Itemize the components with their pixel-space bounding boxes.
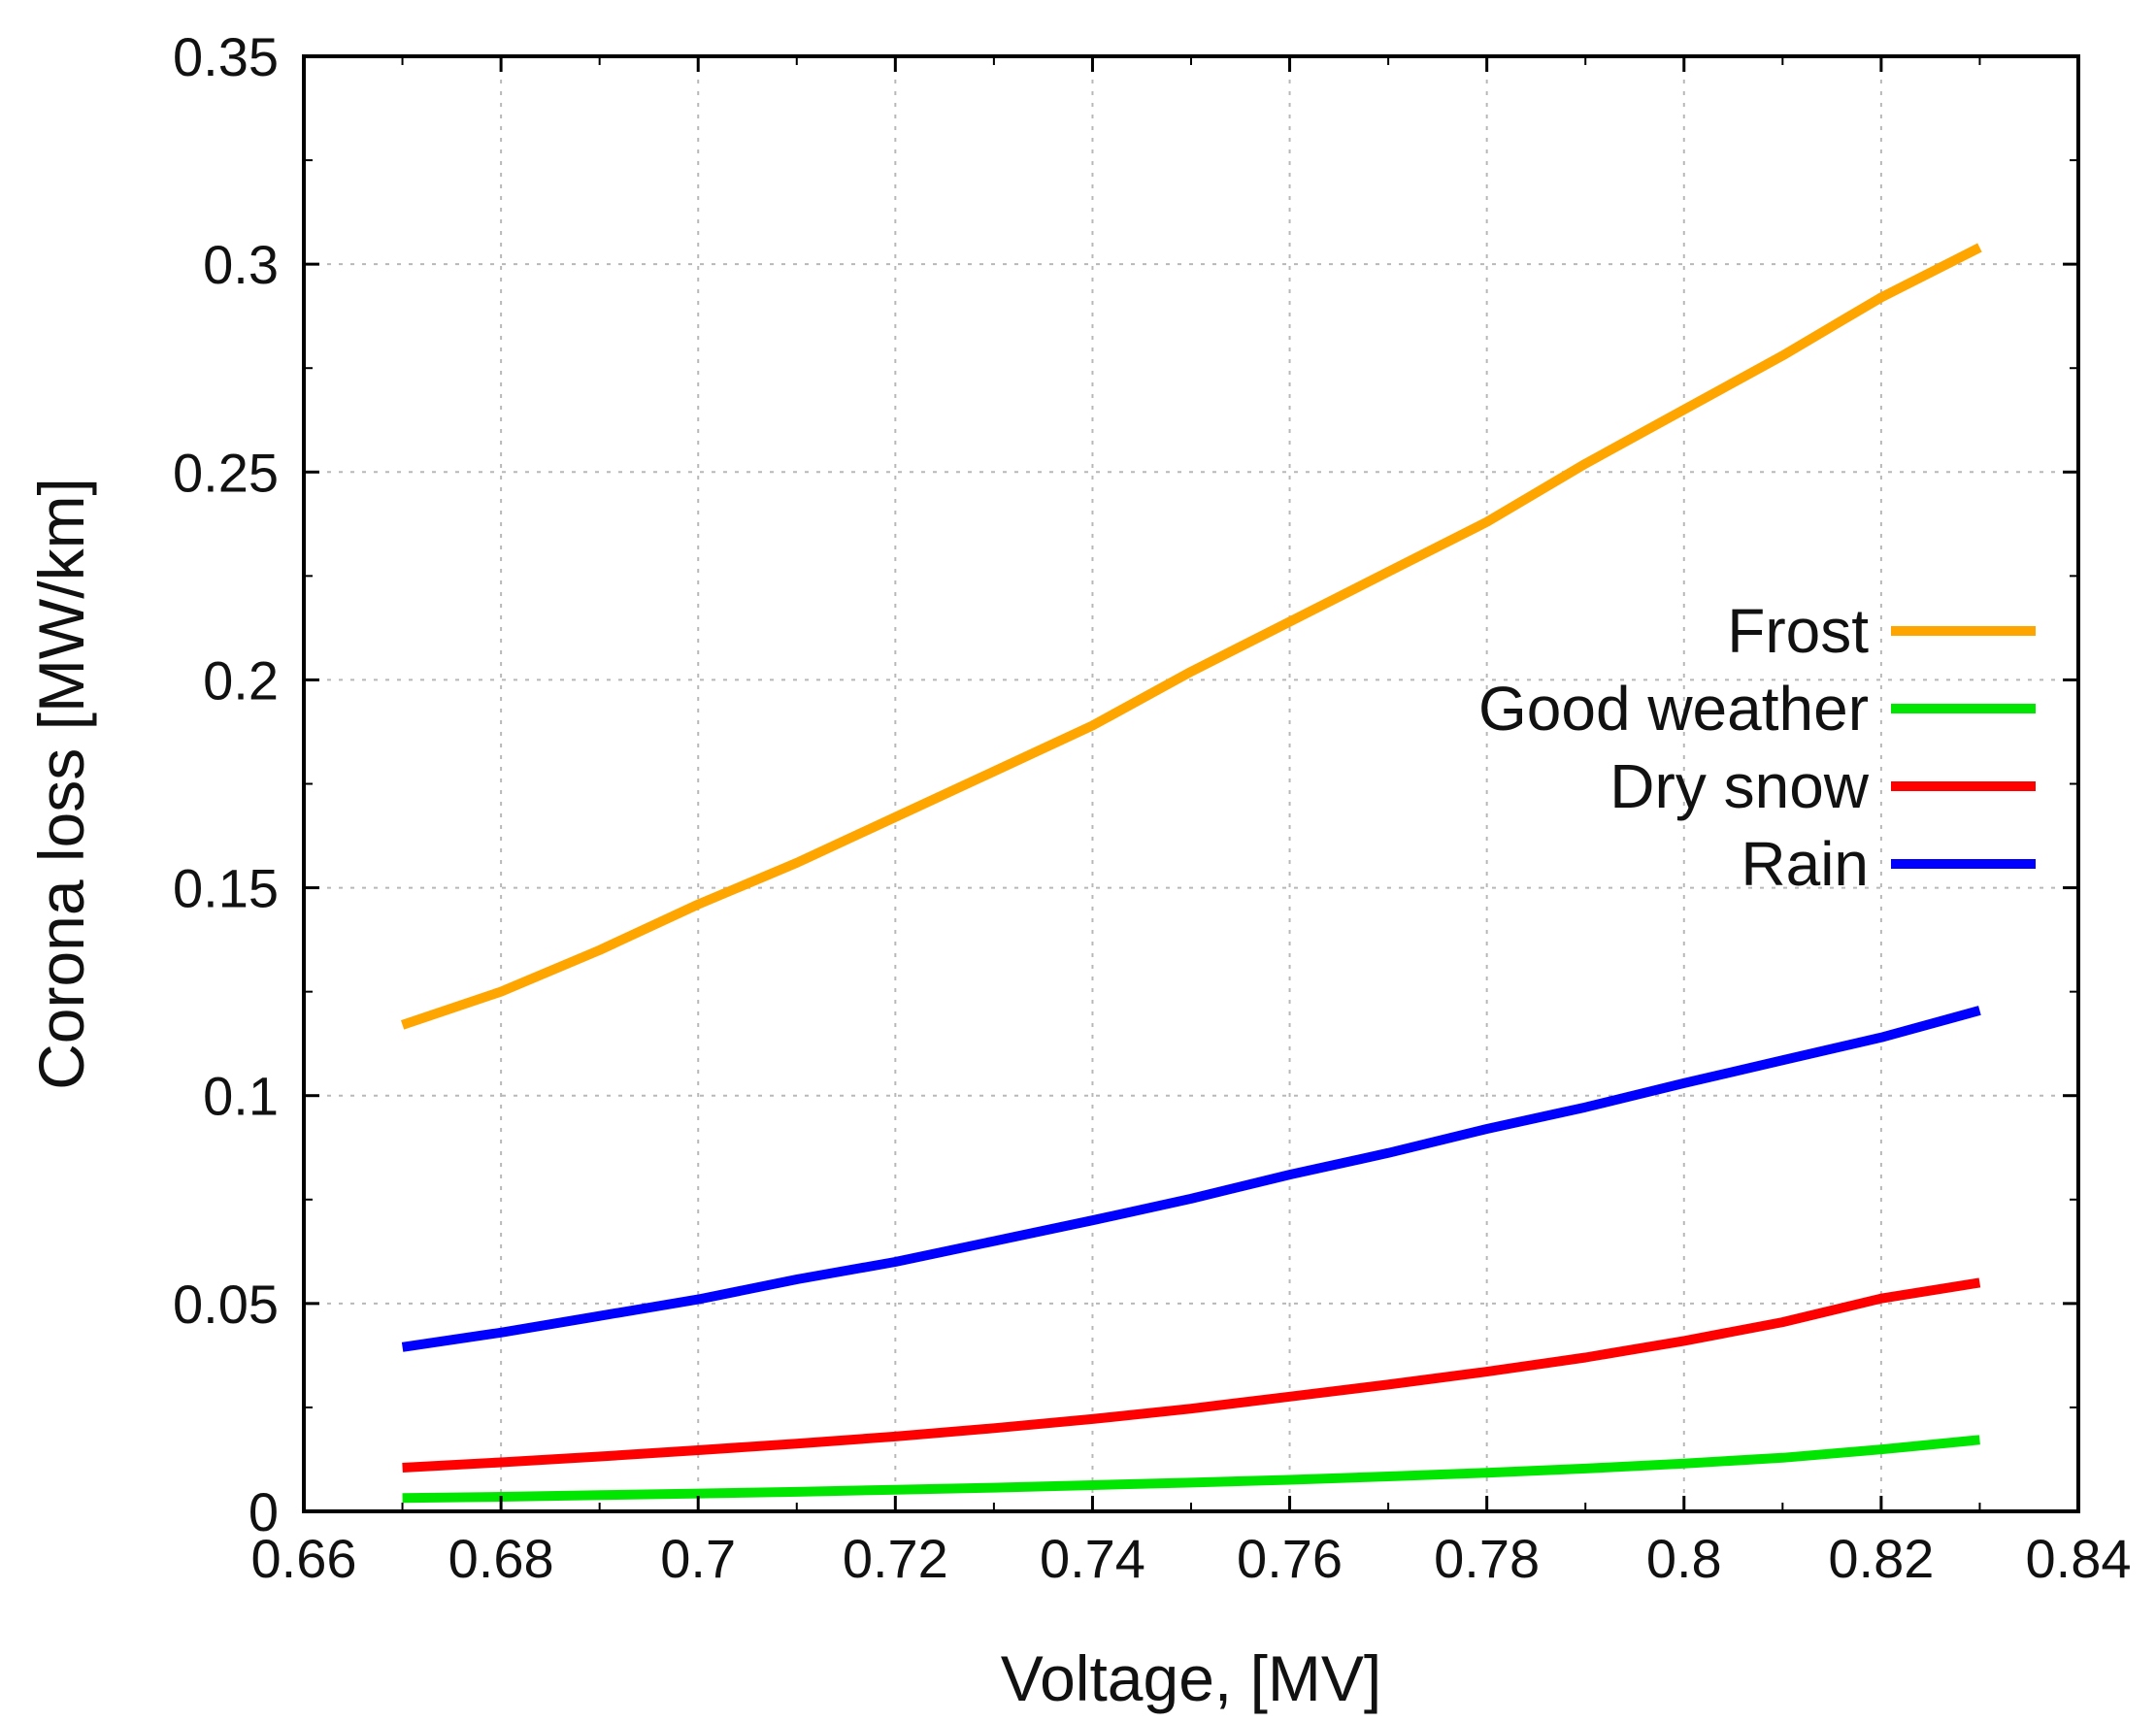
y-tick-label: 0.25: [173, 442, 279, 503]
x-tick-label: 0.82: [1828, 1528, 1934, 1589]
series-line-dry-snow: [402, 1277, 1981, 1473]
legend-label-good-weather: Good weather: [1478, 674, 1869, 744]
x-tick-label: 0.76: [1237, 1528, 1343, 1589]
grid: [304, 56, 2078, 1511]
x-axis-title: Voltage, [MV]: [1001, 1642, 1382, 1714]
x-tick-label: 0.7: [660, 1528, 736, 1589]
x-tick-label: 0.68: [448, 1528, 554, 1589]
y-tick-label: 0.3: [203, 234, 279, 295]
x-tick-label: 0.74: [1040, 1528, 1145, 1589]
series-line-rain: [401, 1006, 1981, 1352]
y-tick-label: 0.15: [173, 858, 279, 919]
x-tick-label: 0.72: [843, 1528, 948, 1589]
series-line-frost: [400, 243, 1982, 1030]
x-tick-label: 0.84: [2026, 1528, 2132, 1589]
legend-label-rain: Rain: [1741, 829, 1869, 899]
legend: Frost Good weather Dry snow Rain: [1478, 596, 2036, 899]
legend-label-dry-snow: Dry snow: [1609, 751, 1870, 821]
x-tick-label: 0.8: [1646, 1528, 1722, 1589]
x-tick-label: 0.66: [251, 1528, 357, 1589]
y-tick-label: 0: [249, 1481, 279, 1542]
series-line-good-weather: [402, 1435, 1980, 1504]
y-tick-label: 0.35: [173, 26, 279, 87]
tick-labels: 0.66 0.68 0.7 0.72 0.74 0.76 0.78 0.8 0.82 0.84 0 0…: [173, 26, 2132, 1589]
tick-marks: [302, 54, 2080, 1513]
y-tick-label: 0.1: [203, 1066, 279, 1127]
x-tick-label: 0.78: [1434, 1528, 1540, 1589]
y-axis-title: Corona loss [MW/km]: [25, 478, 97, 1090]
series-lines: [400, 243, 1982, 1504]
y-tick-label: 0.2: [203, 649, 279, 711]
legend-label-frost: Frost: [1727, 596, 1869, 666]
y-tick-label: 0.05: [173, 1274, 279, 1335]
